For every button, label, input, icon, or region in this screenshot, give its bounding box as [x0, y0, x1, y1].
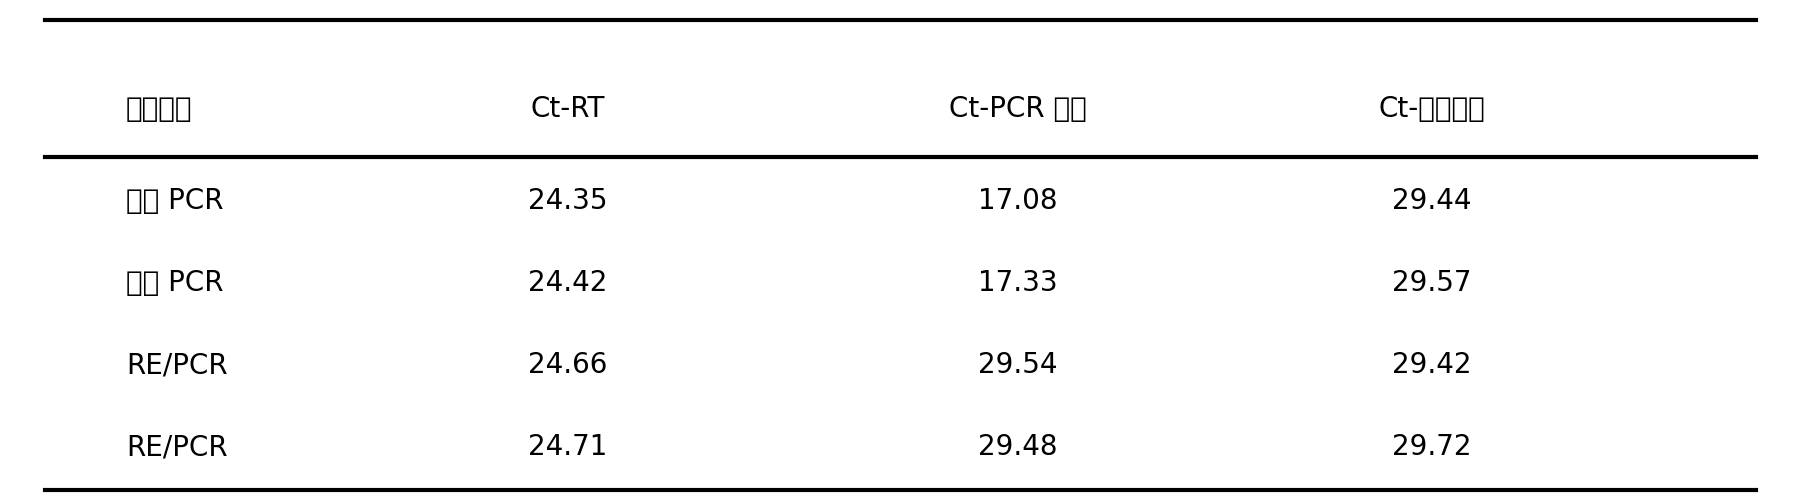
Text: 29.54: 29.54: [978, 351, 1057, 379]
Text: 17.08: 17.08: [978, 187, 1057, 215]
Text: RE/PCR: RE/PCR: [126, 433, 227, 461]
Text: Ct-空白对照: Ct-空白对照: [1378, 95, 1486, 123]
Text: 29.44: 29.44: [1392, 187, 1471, 215]
Text: 常规 PCR: 常规 PCR: [126, 187, 223, 215]
Text: 24.35: 24.35: [528, 187, 607, 215]
Text: 24.42: 24.42: [528, 269, 607, 297]
Text: Ct-RT: Ct-RT: [529, 95, 605, 123]
Text: 29.48: 29.48: [978, 433, 1057, 461]
Text: 29.57: 29.57: [1392, 269, 1471, 297]
Text: 常规 PCR: 常规 PCR: [126, 269, 223, 297]
Text: 反应体系: 反应体系: [126, 95, 193, 123]
Text: Ct-PCR 产物: Ct-PCR 产物: [949, 95, 1086, 123]
Text: 24.66: 24.66: [528, 351, 607, 379]
Text: RE/PCR: RE/PCR: [126, 351, 227, 379]
Text: 29.42: 29.42: [1392, 351, 1471, 379]
Text: 29.72: 29.72: [1392, 433, 1471, 461]
Text: 24.71: 24.71: [528, 433, 607, 461]
Text: 17.33: 17.33: [978, 269, 1057, 297]
